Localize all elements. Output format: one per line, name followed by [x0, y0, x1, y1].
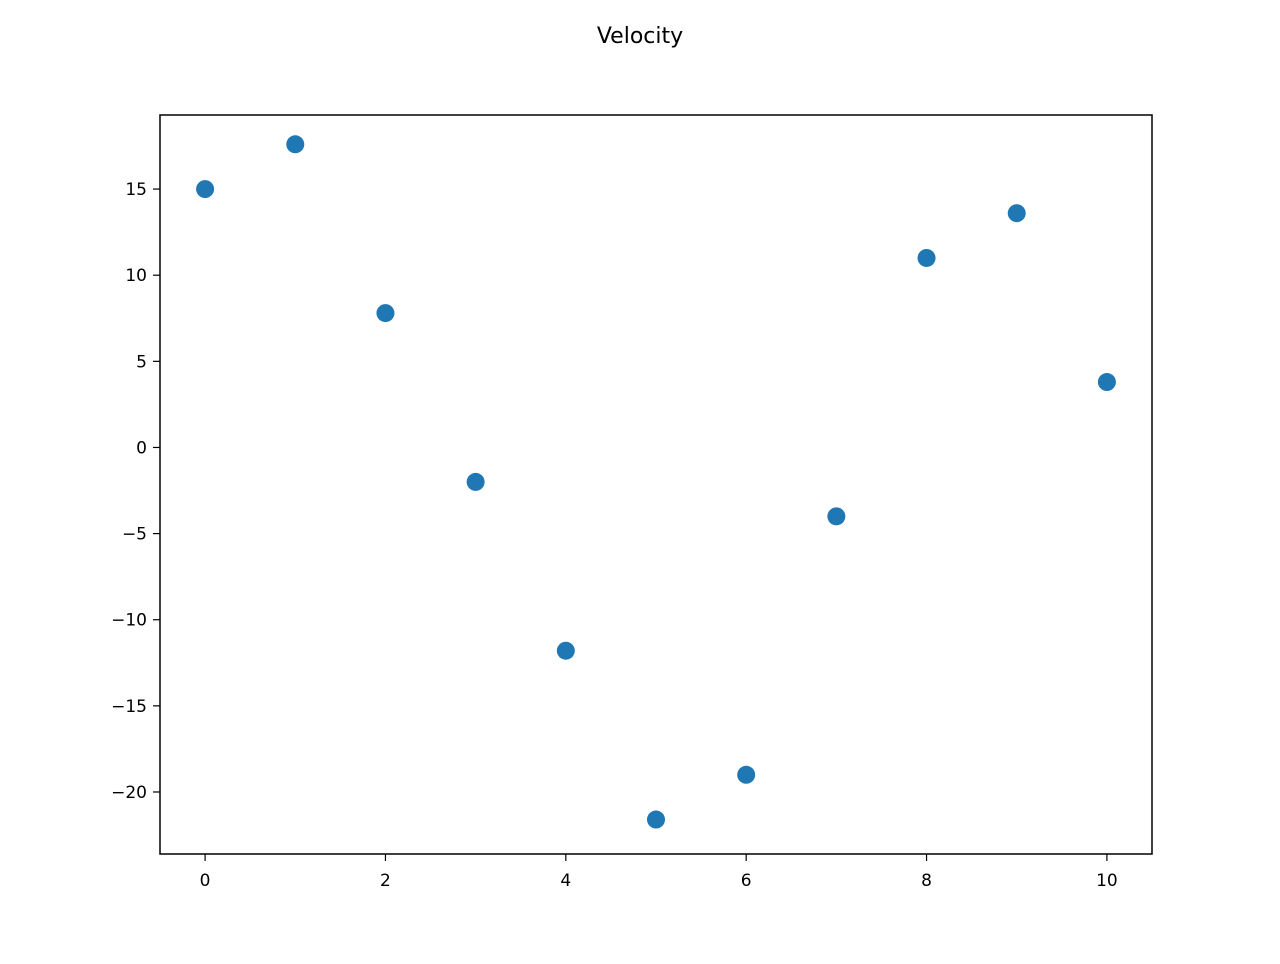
data-point	[196, 180, 215, 199]
chart-title: Velocity	[597, 24, 683, 49]
data-point	[376, 304, 395, 323]
x-tick-label: 10	[1096, 871, 1118, 891]
data-point	[917, 248, 936, 267]
y-tick-label: −15	[111, 697, 147, 717]
plot-area: 0 2 4 6 8 10 15 10 5 0 −5 −10 −15 −20	[111, 114, 1153, 891]
x-tick-label: 6	[741, 871, 752, 891]
x-tick-label: 0	[200, 871, 211, 891]
y-tick-label: 15	[125, 180, 147, 200]
y-tick-label: −20	[111, 783, 147, 803]
x-tick-label: 4	[560, 871, 571, 891]
data-point	[737, 765, 756, 784]
data-point	[286, 135, 305, 154]
y-tick-label: 5	[136, 352, 147, 372]
y-tick-label: 0	[136, 438, 147, 458]
data-point	[1097, 373, 1116, 392]
data-point	[1007, 204, 1026, 223]
data-point	[827, 507, 846, 526]
data-point	[647, 810, 665, 829]
x-tick-label: 2	[380, 871, 391, 891]
data-point	[556, 641, 575, 660]
y-tick-label: −10	[111, 611, 147, 631]
x-tick-label: 8	[921, 871, 932, 891]
data-point	[466, 472, 485, 491]
y-tick-label: −5	[122, 525, 147, 545]
axes-frame	[159, 114, 1153, 855]
y-tick-label: 10	[125, 266, 147, 286]
